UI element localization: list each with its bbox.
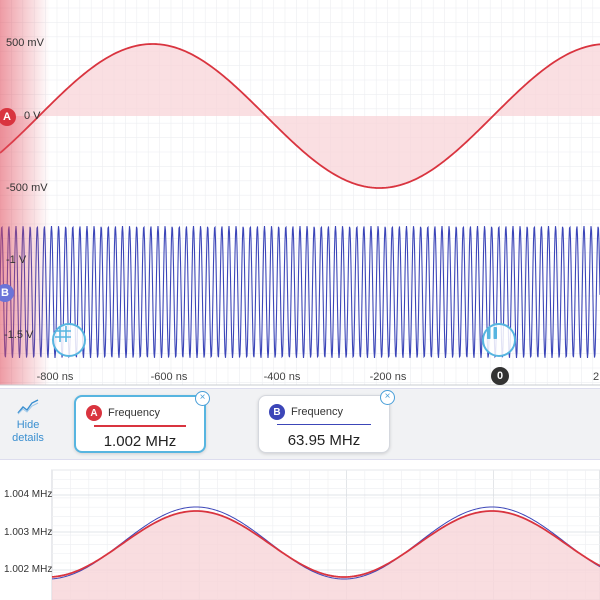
measurement-a-value: 1.002 MHz (103, 433, 177, 450)
channel-a-fill (0, 44, 600, 188)
channel-a-label-500mv: 500 mV (6, 37, 44, 49)
time-tick-minus400ns: -400 ns (263, 371, 301, 383)
trend-channel-a-fill (52, 511, 600, 600)
time-tick-minus600ns: -600 ns (150, 371, 188, 383)
measurement-a-underline (94, 425, 186, 427)
time-tick-minus800ns: -800 ns (36, 371, 74, 383)
scope-waveform-canvas[interactable] (0, 0, 600, 388)
trend-ytick-1004: 1.004 MHz (4, 489, 53, 500)
trend-channel-a-trace (51, 510, 600, 578)
channel-a-label-minus500mv: -500 mV (6, 182, 48, 194)
scroll-edge-fade (0, 0, 50, 385)
channel-b-label-minus1v: -1 V (6, 254, 27, 266)
measurement-a-channel-badge: A (86, 405, 102, 421)
channel-a-offset-handle[interactable]: A (0, 108, 16, 126)
measurement-b-channel-badge: B (269, 404, 285, 420)
trend-icon (17, 399, 39, 415)
channel-b-label-minus1-5v: -1.5 V (4, 329, 34, 341)
measurement-b-title: Frequency (291, 406, 343, 418)
pause-icon (487, 327, 497, 339)
trend-ytick-1002: 1.002 MHz (4, 564, 53, 575)
measurement-card-b[interactable]: B Frequency 63.95 MHz × (258, 390, 395, 453)
trend-ytick-1003: 1.003 MHz (4, 527, 53, 538)
measurement-a-close-icon[interactable]: × (195, 391, 210, 406)
measurement-a-title: Frequency (108, 407, 160, 419)
hide-details-button[interactable]: Hide details (8, 399, 48, 445)
grid-icon (55, 326, 71, 342)
channel-a-label-0v: 0 V (24, 110, 41, 122)
hide-details-label: Hide details (12, 419, 44, 444)
frequency-trend-canvas[interactable] (0, 460, 600, 600)
measurement-b-underline (277, 424, 371, 425)
measurement-b-value: 63.95 MHz (287, 432, 361, 449)
frequency-trend-plot[interactable]: 1.004 MHz 1.003 MHz 1.002 MHz (0, 460, 600, 600)
grid-toggle-button[interactable] (52, 323, 86, 357)
scope-display[interactable]: 500 mV 0 V -500 mV A -1 V -1.5 V B -800 … (0, 0, 600, 388)
measurements-bar: Hide details A Frequency 1.002 MHz × B F… (0, 388, 600, 460)
measurement-card-a[interactable]: A Frequency 1.002 MHz × (74, 391, 210, 453)
pause-button[interactable] (482, 323, 516, 357)
measurement-b-close-icon[interactable]: × (380, 390, 395, 405)
channel-b-trace (0, 225, 600, 359)
channel-a-trace (0, 43, 600, 189)
trigger-marker[interactable]: 0 (491, 367, 509, 385)
time-tick-partial: 2 (592, 371, 600, 383)
trend-channel-b-trace (51, 506, 600, 580)
channel-b-offset-handle[interactable]: B (0, 284, 14, 302)
time-tick-minus200ns: -200 ns (369, 371, 407, 383)
